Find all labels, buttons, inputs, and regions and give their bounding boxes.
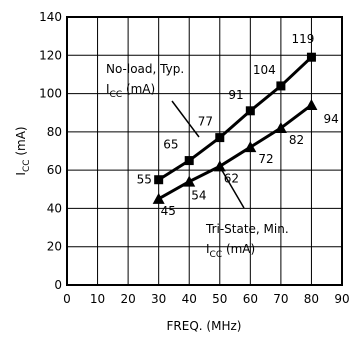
annotation-no-load-leader: [171, 100, 200, 138]
data-point-triangle: [305, 99, 318, 111]
data-label: 45: [161, 204, 176, 218]
y-tick-label: 120: [39, 48, 62, 62]
data-label: 77: [198, 115, 213, 129]
data-point-square: [154, 175, 164, 185]
data-point-triangle: [244, 141, 257, 153]
series-layer: [152, 52, 318, 204]
series-line-1: [157, 56, 313, 181]
data-point-triangle: [152, 192, 165, 204]
data-label: 94: [323, 112, 338, 126]
annotation-tri-state: Tri-State, Min. ICC (mA): [205, 166, 289, 260]
annotation-tri-state-line1: Tri-State, Min.: [205, 222, 289, 236]
y-tick-label: 40: [47, 201, 62, 215]
series-line-2: [157, 103, 313, 201]
y-tick-label: 140: [39, 10, 62, 24]
data-point-triangle: [213, 160, 226, 172]
data-label: 62: [224, 171, 239, 185]
data-label: 104: [253, 63, 276, 77]
annotation-no-load-line2: ICC (mA): [106, 82, 155, 100]
data-point-square: [306, 52, 316, 62]
data-label: 55: [137, 173, 152, 187]
x-tick-label: 80: [304, 292, 319, 306]
annotation-tri-state-line2: ICC (mA): [206, 242, 255, 260]
y-tick-label: 80: [47, 125, 62, 139]
y-tick-label: 0: [54, 278, 62, 292]
data-label: 54: [191, 189, 206, 203]
data-labels: 55 65 77 91 104 119 45 54 62 72 82 94: [137, 32, 339, 218]
x-tick-label: 70: [273, 292, 288, 306]
annotation-no-load: No-load, Typ. ICC (mA): [106, 62, 200, 138]
y-tick-label: 60: [47, 163, 62, 177]
data-point-triangle: [274, 122, 287, 134]
plot-frame: [66, 16, 343, 286]
data-label: 72: [258, 152, 273, 166]
x-tick-label: 0: [63, 292, 71, 306]
x-axis-label: FREQ. (MHz): [167, 319, 242, 333]
x-tick-label: 40: [182, 292, 197, 306]
data-point-square: [245, 106, 255, 116]
data-label: 82: [289, 133, 304, 147]
y-tick-label: 20: [47, 240, 62, 254]
x-tick-label: 20: [120, 292, 135, 306]
y-tick-label: 100: [39, 87, 62, 101]
x-tick-label: 30: [151, 292, 166, 306]
data-point-triangle: [183, 175, 196, 187]
data-point-square: [276, 81, 286, 91]
data-point-square: [184, 156, 194, 166]
annotation-tri-state-leader: [219, 166, 245, 209]
grid: [67, 17, 342, 285]
data-point-square: [215, 133, 225, 143]
axis-ticks: 0 10 20 30 40 50 60 70 80 90 0 20 40 60 80 100 120 140: [39, 10, 349, 306]
x-tick-label: 10: [90, 292, 105, 306]
x-tick-label: 60: [243, 292, 258, 306]
data-label: 91: [228, 88, 243, 102]
annotation-no-load-line1: No-load, Typ.: [106, 62, 184, 76]
data-label: 65: [163, 138, 178, 152]
x-tick-label: 90: [334, 292, 349, 306]
x-tick-label: 50: [212, 292, 227, 306]
y-axis-label: ICC (mA): [14, 126, 32, 175]
data-label: 119: [291, 32, 314, 46]
